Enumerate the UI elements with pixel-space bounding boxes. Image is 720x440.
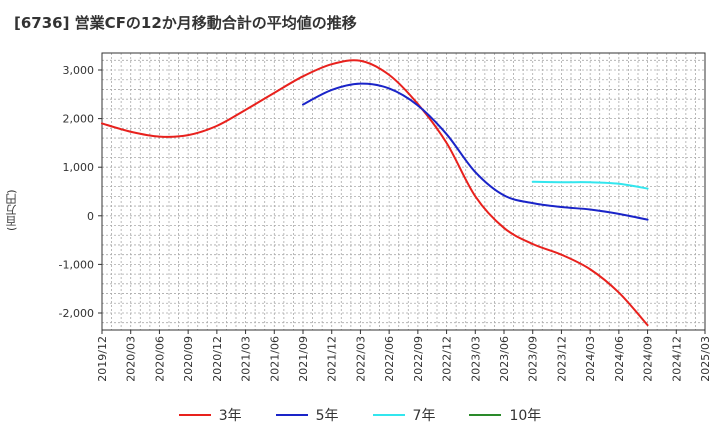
series-line-1 <box>101 59 649 327</box>
y-tick-label: 3,000 <box>63 64 95 77</box>
x-tick-label: 2021/03 <box>240 336 253 382</box>
plot-area <box>101 52 706 331</box>
x-tick-label: 2020/06 <box>153 336 166 382</box>
legend-label: 10年 <box>509 408 542 424</box>
series-line-3 <box>531 180 649 190</box>
x-tick-label: 2021/09 <box>297 336 310 382</box>
legend-swatch <box>178 414 211 416</box>
x-tick-label: 2019/12 <box>96 336 109 382</box>
series-lines <box>101 59 649 327</box>
x-tick-label: 2022/12 <box>441 336 454 382</box>
legend-swatch <box>372 414 405 416</box>
x-tick-label: 2021/12 <box>326 336 339 382</box>
grid <box>102 53 705 330</box>
x-tick-label: 2023/03 <box>469 336 482 382</box>
legend-item: 7年 <box>372 405 436 425</box>
x-tick-label: 2024/03 <box>584 336 597 382</box>
chart-title: [6736] 営業CFの12か月移動合計の平均値の推移 <box>14 14 357 32</box>
legend-item: 3年 <box>178 405 242 425</box>
x-tick-label: 2020/09 <box>182 336 195 382</box>
legend-swatch <box>275 414 308 416</box>
x-tick-labels: 2019/12 2020/03 2020/06 2020/09 2020/12 2021/… <box>96 330 712 382</box>
legend-label: 7年 <box>412 408 436 424</box>
legend-label: 5年 <box>315 408 339 424</box>
series-line-2 <box>302 82 649 221</box>
x-tick-label: 2024/09 <box>642 336 655 382</box>
y-tick-label: -2,000 <box>59 307 94 320</box>
legend: 3年 5年 7年 10年 <box>0 403 720 427</box>
x-tick-label: 2022/06 <box>383 336 396 382</box>
x-tick-label: 2024/06 <box>613 336 626 382</box>
legend-swatch <box>469 414 502 416</box>
legend-item: 10年 <box>469 405 541 425</box>
x-tick-label: 2022/03 <box>354 336 367 382</box>
x-tick-label: 2020/12 <box>211 336 224 382</box>
x-tick-label: 2025/03 <box>699 336 712 382</box>
x-tick-label: 2020/03 <box>125 336 138 382</box>
x-tick-label: 2022/09 <box>412 336 425 382</box>
x-tick-label: 2023/06 <box>498 336 511 382</box>
y-tick-label: -1,000 <box>59 258 94 271</box>
x-tick-label: 2023/12 <box>555 336 568 382</box>
y-tick-labels: 3,000 2,000 1,000 0 -1,000 -2,000 <box>59 64 102 320</box>
y-tick-label: 1,000 <box>63 161 95 174</box>
x-tick-label: 2023/09 <box>527 336 540 382</box>
x-tick-label: 2024/12 <box>670 336 683 382</box>
legend-item: 5年 <box>275 405 339 425</box>
y-tick-label: 2,000 <box>63 113 95 126</box>
y-tick-label: 0 <box>87 210 94 223</box>
legend-label: 3年 <box>218 408 242 424</box>
x-tick-label: 2021/06 <box>268 336 281 382</box>
